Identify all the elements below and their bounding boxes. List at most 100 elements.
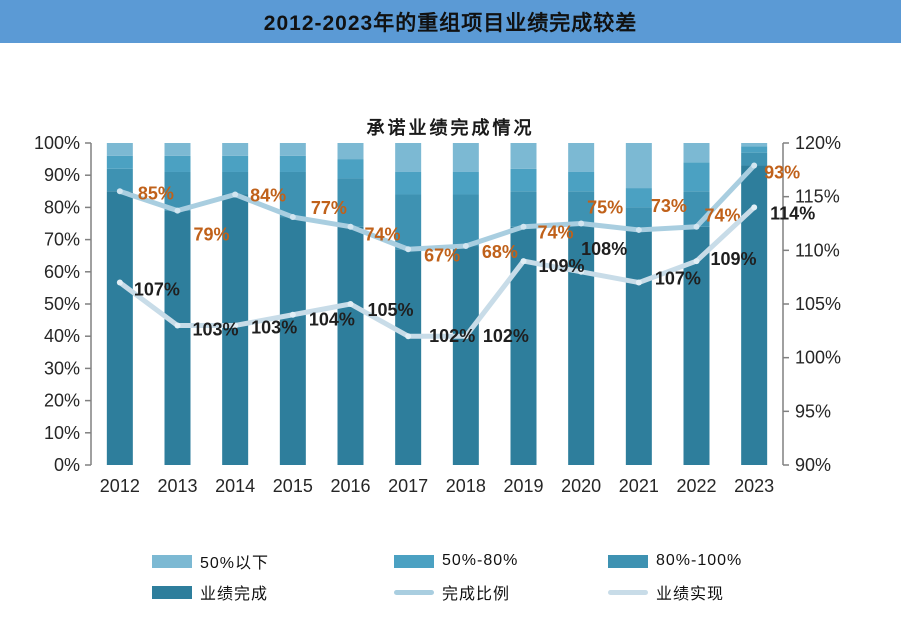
bar-segment bbox=[337, 143, 364, 160]
left-axis-tick-label: 10% bbox=[44, 423, 80, 443]
bar-segment bbox=[164, 171, 191, 211]
x-axis-label: 2014 bbox=[215, 476, 255, 496]
bar-segment bbox=[452, 171, 479, 195]
bar-segment bbox=[164, 143, 191, 156]
bar-segment bbox=[741, 146, 768, 153]
legend-swatch-50-80 bbox=[394, 554, 434, 568]
series-point bbox=[174, 207, 181, 214]
bar-segment bbox=[222, 171, 249, 195]
series-point bbox=[578, 220, 585, 227]
chart-title: 承诺业绩完成情况 bbox=[366, 118, 535, 138]
legend-item-performance-realized: 业绩实现 bbox=[608, 581, 828, 603]
chart-svg: 0% 10% 20% 30% 40% 50% 60% 70% 80% 90% 100% 90% 95% 1… bbox=[34, 133, 841, 496]
series-point bbox=[462, 243, 469, 250]
data-label: 114% bbox=[770, 203, 815, 223]
left-axis-tick-label: 30% bbox=[44, 358, 80, 378]
data-label: 74% bbox=[705, 206, 741, 226]
x-axis-label: 2017 bbox=[388, 476, 428, 496]
series-point bbox=[751, 204, 758, 211]
data-label: 74% bbox=[365, 225, 401, 245]
data-label: 108% bbox=[581, 239, 627, 259]
bar-segment bbox=[568, 191, 595, 224]
series-point bbox=[635, 279, 642, 286]
data-label: 107% bbox=[134, 280, 180, 300]
right-axis-tick-label: 90% bbox=[795, 455, 831, 475]
legend-label: 50%-80% bbox=[442, 552, 519, 569]
bar-segment bbox=[395, 194, 422, 250]
bar-segment bbox=[164, 155, 191, 172]
bar-segment bbox=[395, 143, 422, 172]
legend-swatch-80-100 bbox=[608, 554, 648, 568]
bar-segment bbox=[279, 143, 306, 156]
right-axis-tick-label: 95% bbox=[795, 401, 831, 421]
bar-segment bbox=[222, 155, 249, 172]
series-point bbox=[405, 246, 412, 253]
bar-segment bbox=[337, 226, 364, 465]
left-axis-tick-label: 50% bbox=[44, 294, 80, 314]
bar-segment bbox=[452, 143, 479, 172]
series-point bbox=[520, 258, 527, 265]
data-label: 109% bbox=[711, 249, 757, 269]
bar-segment bbox=[510, 226, 537, 465]
x-axis-label: 2023 bbox=[734, 476, 774, 496]
data-label: 84% bbox=[250, 186, 286, 206]
series-line bbox=[117, 163, 757, 252]
page-title: 2012-2023年的重组项目业绩完成较差 bbox=[263, 11, 638, 35]
data-label: 79% bbox=[194, 225, 230, 245]
bar-segment bbox=[510, 143, 537, 169]
bar-segment bbox=[568, 223, 595, 465]
bar-segment bbox=[683, 162, 710, 192]
legend-label: 50%以下 bbox=[200, 555, 270, 572]
data-label: 73% bbox=[651, 196, 687, 216]
data-label: 107% bbox=[655, 269, 701, 289]
bar-segment bbox=[741, 152, 768, 166]
data-label: 109% bbox=[539, 256, 585, 276]
series-point bbox=[347, 301, 354, 307]
legend-item-completion-ratio: 完成比例 bbox=[394, 581, 608, 603]
x-axis-label: 2020 bbox=[561, 476, 601, 496]
bar-segment bbox=[683, 143, 710, 163]
left-axis-tick-label: 0% bbox=[54, 455, 80, 475]
series-point bbox=[520, 223, 527, 230]
series-point bbox=[347, 223, 354, 230]
series-point bbox=[289, 311, 296, 318]
right-axis-tick-label: 110% bbox=[795, 240, 840, 260]
bar-segment bbox=[510, 168, 537, 192]
data-label: 74% bbox=[538, 223, 574, 243]
bar-segment bbox=[625, 229, 652, 465]
data-label: 104% bbox=[309, 310, 355, 330]
bar-segment bbox=[106, 155, 133, 169]
series-line bbox=[117, 204, 757, 339]
x-axis-label: 2018 bbox=[446, 476, 486, 496]
data-label: 93% bbox=[764, 163, 800, 183]
x-axis-label: 2013 bbox=[157, 476, 197, 496]
bar-segment bbox=[452, 246, 479, 465]
series-point bbox=[116, 279, 123, 286]
header-banner: 2012-2023年的重组项目业绩完成较差 bbox=[0, 0, 901, 43]
series-point bbox=[116, 188, 123, 195]
legend-item-80-100: 80%-100% bbox=[608, 550, 828, 572]
x-axis-label: 2022 bbox=[676, 476, 716, 496]
right-axis-tick-label: 115% bbox=[795, 187, 840, 207]
bar-segment bbox=[395, 249, 422, 465]
legend-label: 业绩实现 bbox=[656, 586, 725, 603]
data-label: 103% bbox=[193, 319, 239, 339]
left-axis-tick-label: 40% bbox=[44, 326, 80, 346]
legend-item-below50: 50%以下 bbox=[152, 550, 394, 572]
bar-segment bbox=[625, 143, 652, 189]
x-axis-label: 2015 bbox=[273, 476, 313, 496]
bar-segment bbox=[337, 178, 364, 227]
data-label: 102% bbox=[483, 326, 529, 346]
bar-segment bbox=[625, 207, 652, 230]
bar-segment bbox=[279, 217, 306, 465]
legend-label: 80%-100% bbox=[656, 552, 743, 569]
bar-segment bbox=[164, 210, 191, 465]
legend-item-50-80: 50%-80% bbox=[394, 550, 608, 572]
legend-item-completed: 业绩完成 bbox=[152, 581, 394, 603]
legend-swatch-completed bbox=[152, 585, 192, 599]
legend-swatch-below50 bbox=[152, 554, 192, 568]
left-axis-tick-label: 20% bbox=[44, 391, 80, 411]
chart-area: 0% 10% 20% 30% 40% 50% 60% 70% 80% 90% 100% 90% 95% 1… bbox=[0, 133, 901, 515]
series-point bbox=[693, 258, 700, 265]
data-label: 75% bbox=[587, 198, 623, 218]
